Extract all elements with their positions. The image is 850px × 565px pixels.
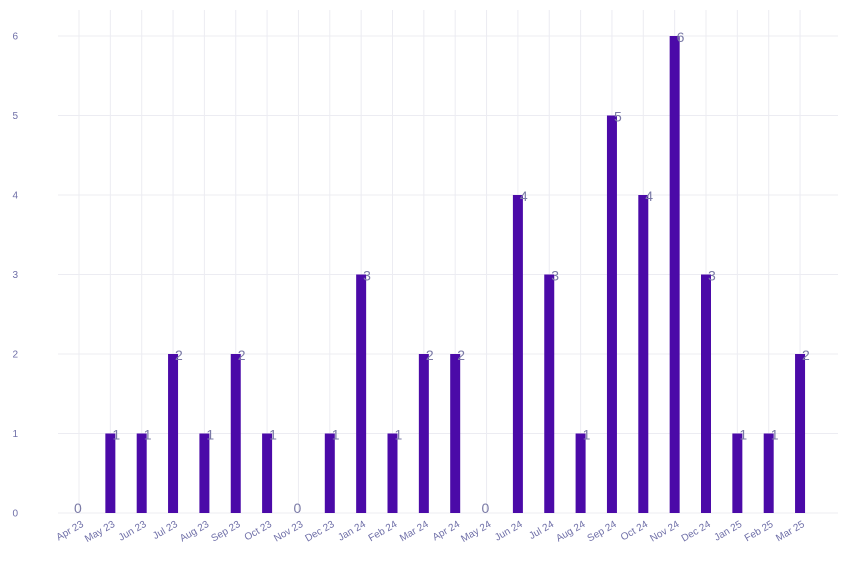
x-tick-label: Sep 23: [209, 519, 242, 545]
y-axis: 0 1 2 3 4 5 6: [12, 32, 18, 520]
data-label: 0: [482, 500, 490, 516]
data-label: 3: [551, 268, 559, 284]
bar: [324, 433, 335, 513]
bar: [763, 433, 774, 513]
x-tick-label: Apr 24: [431, 519, 462, 543]
y-tick-label: 0: [12, 509, 18, 520]
data-label: 2: [802, 347, 810, 363]
data-label: 2: [238, 347, 246, 363]
bar: [356, 274, 367, 513]
data-label: 0: [293, 500, 301, 516]
y-tick-label: 2: [12, 350, 18, 361]
y-tick-label: 5: [12, 111, 18, 122]
bar: [418, 354, 429, 513]
bar: [669, 36, 680, 513]
y-tick-label: 3: [12, 270, 18, 281]
bar: [262, 433, 273, 513]
data-label: 1: [332, 427, 340, 443]
bar: [544, 274, 555, 513]
data-label: 1: [739, 427, 747, 443]
x-tick-label: Dec 23: [304, 519, 337, 545]
x-tick-label: Jan 25: [713, 519, 745, 544]
data-label: 6: [677, 29, 685, 45]
bar: [512, 195, 523, 513]
x-tick-label: Oct 24: [619, 519, 650, 543]
data-label: 1: [395, 427, 403, 443]
x-tick-label: Oct 23: [243, 519, 274, 543]
data-labels: 0 1 1 2 1 2 1 0 1 3 1 2 2 0 4 3 1 5 4 6 3 1 1 2: [74, 29, 810, 516]
x-tick-label: Jun 23: [117, 519, 149, 544]
bar: [701, 274, 711, 513]
data-label: 1: [771, 427, 779, 443]
data-label: 3: [708, 268, 716, 284]
data-label: 1: [144, 427, 152, 443]
bar: [450, 354, 461, 513]
bar: [575, 433, 586, 513]
bar: [230, 354, 241, 513]
data-label: 1: [112, 427, 120, 443]
x-tick-label: Jan 24: [336, 519, 368, 544]
bar: [606, 115, 617, 513]
data-label: 2: [426, 347, 434, 363]
x-tick-label: Dec 24: [680, 519, 713, 545]
x-tick-label: Feb 25: [743, 519, 776, 544]
bar: [387, 433, 398, 513]
bars: [105, 36, 806, 513]
x-tick-label: Apr 23: [55, 519, 86, 543]
bar: [105, 433, 116, 513]
x-tick-label: Nov 23: [272, 519, 305, 545]
data-label: 0: [74, 500, 82, 516]
x-tick-label: May 23: [83, 519, 117, 545]
data-label: 1: [269, 427, 277, 443]
x-tick-label: Sep 24: [586, 519, 619, 545]
y-tick-label: 6: [12, 32, 18, 43]
x-tick-label: Jun 24: [493, 519, 525, 544]
y-tick-label: 1: [12, 429, 18, 440]
bar: [795, 354, 806, 513]
data-label: 1: [206, 427, 214, 443]
data-label: 4: [645, 188, 653, 204]
y-tick-label: 4: [12, 191, 18, 202]
bar: [732, 433, 743, 513]
x-tick-label: Aug 24: [554, 519, 587, 545]
x-tick-label: Nov 24: [648, 519, 681, 545]
bar: [638, 195, 649, 513]
bar: [199, 433, 210, 513]
x-tick-label: May 24: [459, 519, 493, 545]
data-label: 1: [583, 427, 591, 443]
x-tick-label: Aug 23: [178, 519, 211, 545]
x-tick-label: Jul 23: [151, 519, 180, 542]
data-label: 2: [457, 347, 465, 363]
x-tick-label: Feb 24: [367, 519, 400, 544]
data-label: 3: [363, 268, 371, 284]
x-tick-label: Jul 24: [527, 519, 556, 542]
x-tick-label: Mar 25: [774, 519, 807, 544]
x-tick-label: Mar 24: [398, 519, 431, 544]
data-label: 4: [520, 188, 528, 204]
bar: [168, 354, 179, 513]
data-label: 2: [175, 347, 183, 363]
data-label: 5: [614, 109, 622, 125]
bar: [136, 433, 147, 513]
